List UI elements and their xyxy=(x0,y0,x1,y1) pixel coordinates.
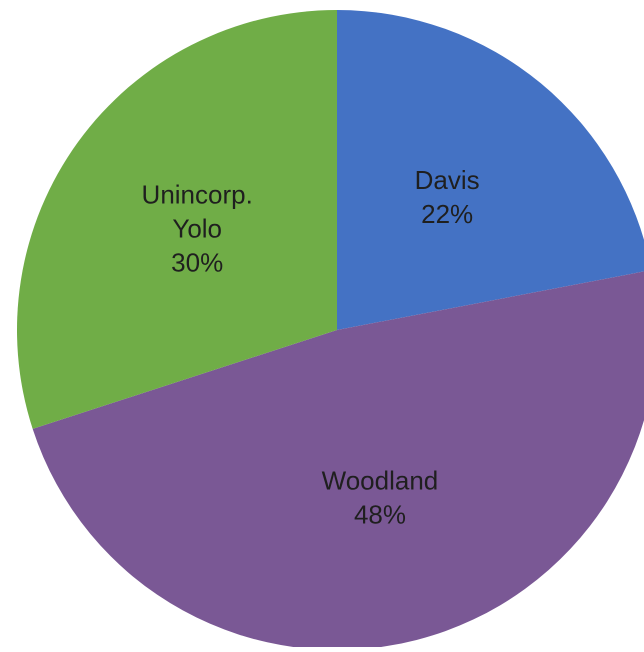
data-label-value: 48% xyxy=(354,499,406,529)
data-label-category: Davis xyxy=(415,165,480,195)
data-label-value: 30% xyxy=(171,247,223,277)
data-label-category: Yolo xyxy=(172,213,222,243)
data-label-unincorp-yolo: Unincorp. Yolo 30% xyxy=(142,179,253,277)
pie-slices xyxy=(16,10,644,650)
data-label-category: Unincorp. xyxy=(142,179,253,209)
pie-data-labels: Davis 22% Woodland 48% Unincorp. Yolo 30% xyxy=(142,165,480,530)
pie-slice-davis xyxy=(337,10,644,330)
data-label-category: Woodland xyxy=(322,465,439,495)
data-label-woodland: Woodland 48% xyxy=(322,465,439,529)
data-label-value: 22% xyxy=(421,199,473,229)
pie-slice-unincorp-yolo xyxy=(16,10,338,429)
data-label-davis: Davis 22% xyxy=(415,165,480,229)
pie-slice-woodland xyxy=(32,271,644,650)
